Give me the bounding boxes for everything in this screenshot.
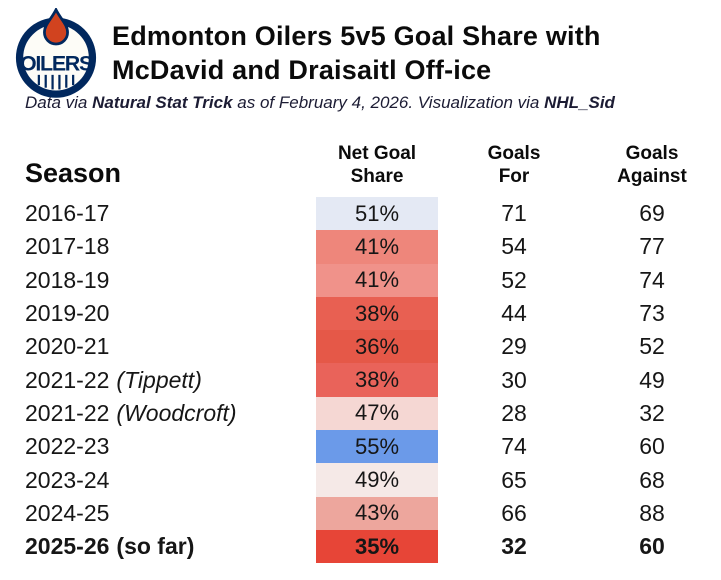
goals-for-cell: 66 [501, 499, 527, 526]
column-header-net-goal-share: Net Goal Share [316, 143, 438, 197]
season-year: 2021-22 [25, 366, 110, 393]
net-goal-share-cell: 47% [316, 396, 438, 431]
net-goal-share-cell: 38% [316, 296, 438, 331]
goals-against-cell: 49 [639, 366, 665, 393]
season-year: 2019-20 [25, 300, 110, 327]
data-credit: Data via Natural Stat Trick as of Februa… [25, 93, 615, 113]
oilers-logo: OILERS [13, 6, 99, 98]
season-label: 2024-25 [25, 497, 316, 530]
season-label: 2020-21 [25, 330, 316, 363]
goals-for-cell: 71 [501, 200, 527, 227]
logo-wordmark: OILERS [20, 52, 93, 76]
oilers-logo-icon: OILERS [15, 6, 97, 98]
goals-against-cell: 60 [639, 433, 665, 460]
season-note: (Woodcroft) [116, 399, 237, 426]
season-note: (so far) [116, 533, 195, 560]
page-title: Edmonton Oilers 5v5 Goal Share with McDa… [112, 19, 601, 87]
season-label: 2018-19 [25, 264, 316, 297]
net-goal-share-cell: 41% [316, 230, 438, 264]
goals-against-cell: 74 [639, 266, 665, 293]
goal-share-table: Season Net Goal Share Goals For Goals Ag… [25, 143, 714, 564]
net-goal-share-cell: 55% [316, 430, 438, 464]
net-goal-share-cell: 43% [316, 496, 438, 530]
season-label: 2023-24 [25, 463, 316, 496]
header-goals: Goals [625, 143, 679, 164]
season-year: 2023-24 [25, 466, 110, 493]
goals-for-cell: 54 [501, 233, 527, 260]
goals-for-cell: 44 [501, 300, 527, 327]
column-header-season: Season [25, 158, 122, 188]
header-net-goal: Net Goal [337, 143, 417, 164]
season-year: 2017-18 [25, 233, 110, 260]
net-goal-share-cell: 36% [316, 330, 438, 364]
net-goal-share-cell: 41% [316, 263, 438, 297]
column-header-goals-for: Goals For [438, 143, 590, 197]
season-label: 2017-18 [25, 230, 316, 263]
visualization-author: NHL_Sid [544, 93, 615, 112]
season-label: 2021-22 (Tippett) [25, 363, 316, 396]
column-header-goals-against: Goals Against [590, 143, 714, 197]
goals-for-cell: 28 [501, 399, 527, 426]
goals-for-cell: 29 [501, 333, 527, 360]
goals-against-cell: 32 [639, 399, 665, 426]
goals-for-cell: 30 [501, 366, 527, 393]
goals-against-cell: 68 [639, 466, 665, 493]
credit-middle: as of February 4, 2026. Visualization vi… [232, 93, 545, 112]
title-line-2: McDavid and Draisaitl Off-ice [112, 55, 492, 85]
season-label: 2016-17 [25, 197, 316, 230]
goals-against-cell: 52 [639, 333, 665, 360]
season-year: 2022-23 [25, 433, 110, 460]
credit-prefix: Data via [25, 93, 93, 112]
header-for: For [498, 166, 530, 187]
season-label: 2022-23 [25, 430, 316, 463]
season-year: 2025-26 [25, 533, 110, 560]
goals-against-cell: 60 [639, 533, 665, 560]
goals-against-cell: 69 [639, 200, 665, 227]
season-year: 2024-25 [25, 499, 110, 526]
goals-for-cell: 52 [501, 266, 527, 293]
net-goal-share-cell: 35% [316, 529, 438, 564]
net-goal-share-cell: 38% [316, 363, 438, 397]
header-goals: Goals [487, 143, 541, 164]
goals-against-cell: 77 [639, 233, 665, 260]
title-line-1: Edmonton Oilers 5v5 Goal Share with [112, 21, 601, 51]
goals-for-cell: 65 [501, 466, 527, 493]
data-source: Natural Stat Trick [92, 93, 233, 112]
season-year: 2018-19 [25, 266, 110, 293]
season-year: 2021-22 [25, 399, 110, 426]
header-share: Share [350, 166, 404, 187]
goals-for-cell: 32 [501, 533, 527, 560]
header-against: Against [617, 166, 687, 187]
net-goal-share-cell: 49% [316, 463, 438, 497]
season-note: (Tippett) [116, 366, 202, 393]
season-label: 2019-20 [25, 297, 316, 330]
goals-for-cell: 74 [501, 433, 527, 460]
season-label: 2021-22 (Woodcroft) [25, 397, 316, 430]
season-year: 2020-21 [25, 333, 110, 360]
net-goal-share-cell: 51% [316, 197, 438, 231]
goals-against-cell: 73 [639, 300, 665, 327]
season-year: 2016-17 [25, 200, 110, 227]
goals-against-cell: 88 [639, 499, 665, 526]
season-label: 2025-26 (so far) [25, 530, 316, 563]
